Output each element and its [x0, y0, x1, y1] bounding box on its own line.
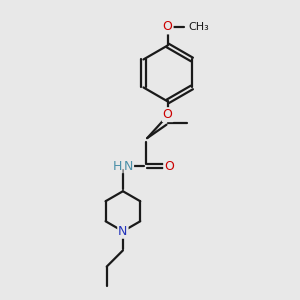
- Text: N: N: [118, 225, 128, 238]
- Text: H: H: [113, 160, 122, 173]
- Text: O: O: [164, 160, 174, 173]
- Text: O: O: [163, 108, 172, 121]
- Text: CH₃: CH₃: [188, 22, 209, 32]
- Text: O: O: [163, 20, 172, 33]
- Text: N: N: [124, 160, 134, 173]
